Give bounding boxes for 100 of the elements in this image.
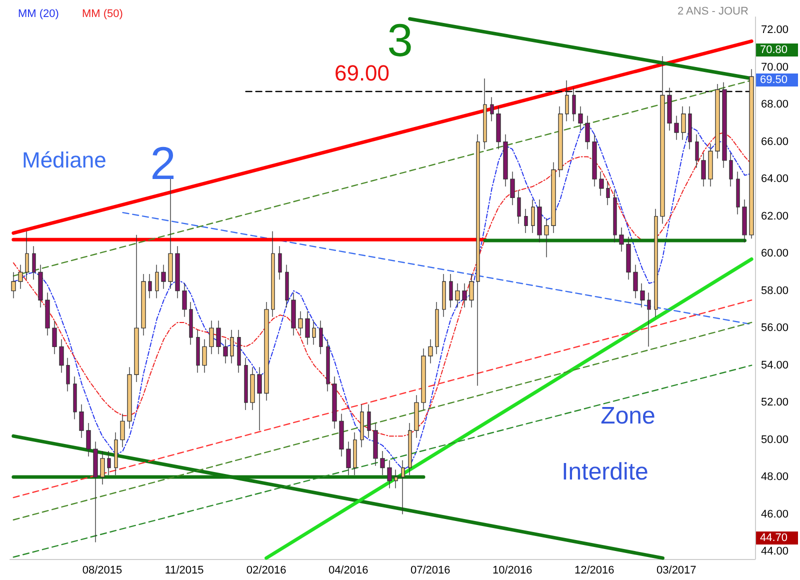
candlestick bbox=[223, 338, 228, 364]
candlestick bbox=[674, 115, 679, 140]
candlestick bbox=[619, 227, 624, 252]
text: MM (50) bbox=[82, 8, 123, 20]
candlestick bbox=[278, 246, 282, 280]
candlestick bbox=[175, 246, 180, 299]
text: 69.50 bbox=[760, 74, 788, 86]
x-tick-label: 02/2016 bbox=[246, 564, 286, 576]
chart-subtitle: 2 ANS - JOUR bbox=[677, 6, 748, 18]
candlestick bbox=[626, 236, 631, 280]
candlestick bbox=[79, 404, 84, 438]
candlestick bbox=[244, 357, 248, 410]
candlestick bbox=[592, 134, 597, 187]
y-tick-label: 58.00 bbox=[761, 284, 789, 297]
x-tick-label: 08/2015 bbox=[82, 564, 122, 576]
candlestick bbox=[551, 162, 556, 234]
candlestick bbox=[332, 376, 337, 429]
candlestick bbox=[496, 106, 501, 150]
candlestick bbox=[537, 199, 542, 243]
candlestick bbox=[640, 282, 645, 308]
y-tick-label: 50.00 bbox=[761, 434, 789, 446]
candlestick bbox=[599, 171, 604, 196]
candlestick bbox=[715, 84, 720, 159]
text: 44.70 bbox=[760, 532, 788, 544]
candlestick bbox=[93, 441, 98, 543]
x-tick-label: 12/2016 bbox=[574, 564, 614, 576]
candlestick bbox=[408, 422, 412, 476]
candlestick bbox=[312, 320, 316, 346]
candlestick bbox=[120, 413, 125, 448]
y-tick-label: 66.00 bbox=[761, 136, 789, 148]
candlestick bbox=[660, 56, 665, 224]
y-tick-label: 70.00 bbox=[761, 61, 789, 74]
x-tick-label: 03/2017 bbox=[656, 564, 696, 576]
annotation: Médiane bbox=[22, 148, 106, 172]
candlestick bbox=[749, 68, 754, 239]
text: MM (20) bbox=[18, 8, 59, 20]
candlestick bbox=[66, 357, 70, 392]
x-tick-label: 04/2016 bbox=[328, 564, 368, 576]
candlestick bbox=[141, 274, 146, 336]
candlestick bbox=[531, 199, 535, 234]
candlestick bbox=[490, 96, 494, 122]
candlestick bbox=[455, 282, 460, 308]
candlestick bbox=[667, 87, 672, 131]
candlestick bbox=[189, 302, 193, 346]
candlestick bbox=[271, 230, 275, 318]
candlestick bbox=[729, 152, 733, 187]
candlestick bbox=[736, 171, 740, 215]
candlestick bbox=[517, 190, 521, 224]
candlestick bbox=[127, 366, 132, 429]
candlestick bbox=[291, 292, 296, 336]
y-tick-label: 44.00 bbox=[761, 546, 789, 558]
y-tick-label: 64.00 bbox=[761, 173, 789, 186]
candlestick bbox=[148, 274, 152, 299]
candlestick bbox=[476, 134, 480, 386]
candlestick bbox=[360, 404, 364, 448]
candlestick bbox=[264, 302, 269, 402]
y-tick-label: 54.00 bbox=[761, 359, 789, 372]
candlestick bbox=[257, 366, 262, 431]
candlestick bbox=[503, 134, 508, 187]
y-tick-label: 68.00 bbox=[761, 98, 789, 111]
annotation: Interdite bbox=[562, 458, 648, 486]
candlestick bbox=[462, 282, 467, 308]
y-tick-label: 60.00 bbox=[761, 248, 789, 260]
candlestick bbox=[73, 376, 77, 420]
candlestick bbox=[339, 413, 344, 457]
candlestick bbox=[428, 338, 433, 364]
candlestick bbox=[100, 450, 105, 485]
candlestick bbox=[544, 218, 549, 258]
candlestick bbox=[722, 82, 727, 168]
candlestick bbox=[401, 460, 405, 515]
candlestick bbox=[230, 330, 234, 364]
candlestick bbox=[161, 264, 166, 290]
candlestick bbox=[613, 190, 617, 243]
y-tick-label: 46.00 bbox=[761, 508, 789, 520]
candlestick bbox=[742, 199, 747, 243]
candlestick bbox=[510, 171, 515, 206]
candlestick bbox=[59, 338, 64, 374]
candlestick bbox=[394, 469, 398, 489]
candlestick bbox=[524, 208, 528, 234]
annotation: 2 bbox=[150, 137, 176, 189]
candlestick bbox=[367, 404, 371, 438]
candlestick bbox=[647, 292, 651, 348]
candlestick bbox=[688, 106, 692, 150]
candlestick bbox=[209, 320, 214, 354]
candlestick bbox=[285, 264, 289, 308]
candlestick bbox=[380, 450, 385, 476]
candlestick bbox=[25, 230, 29, 280]
x-tick-label: 07/2016 bbox=[410, 564, 450, 576]
candlestick bbox=[701, 152, 706, 187]
candlestick bbox=[442, 274, 446, 318]
candlestick bbox=[585, 115, 590, 150]
y-tick-label: 72.00 bbox=[761, 24, 789, 36]
candlestick bbox=[168, 178, 173, 290]
x-tick-label: 10/2016 bbox=[492, 564, 532, 576]
candlestick bbox=[32, 246, 36, 280]
candlestick bbox=[319, 320, 323, 354]
candlestick bbox=[250, 366, 255, 410]
candlestick bbox=[469, 274, 474, 308]
candlestick bbox=[387, 460, 392, 489]
annotation: 69.00 bbox=[334, 60, 390, 86]
